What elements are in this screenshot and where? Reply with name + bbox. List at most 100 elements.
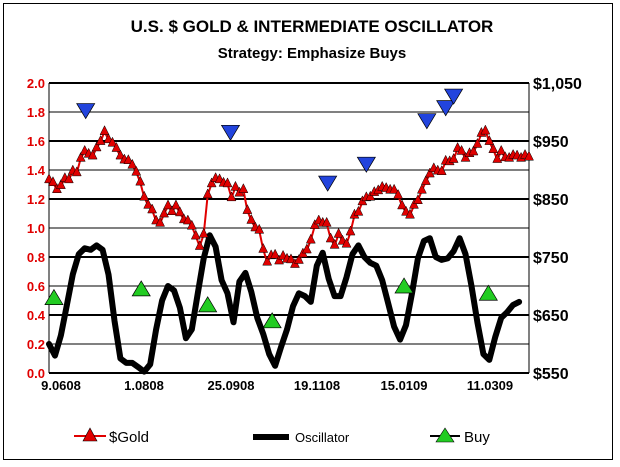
gold-point-marker <box>341 237 352 248</box>
gold-point-marker <box>75 151 86 162</box>
gold-point-marker <box>321 216 332 227</box>
legend-item-oscillator: Oscillator <box>253 430 350 445</box>
gold-point-marker <box>329 238 340 249</box>
gold-point-marker <box>353 205 364 216</box>
gold-point-marker <box>294 253 304 264</box>
right-tick-label: $1,050 <box>533 76 582 93</box>
right-tick-label: $950 <box>533 134 569 151</box>
legend-item-gold: $Gold <box>74 427 149 446</box>
gold-point-marker <box>87 149 98 160</box>
gold-point-marker <box>238 183 249 193</box>
gold-point-marker <box>397 199 407 210</box>
gold-point-marker <box>190 229 201 240</box>
x-tick-label: 1.0808 <box>124 378 164 393</box>
gold-point-marker <box>175 206 185 217</box>
chart-subtitle: Strategy: Emphasize Buys <box>218 45 406 62</box>
gold-point-marker <box>405 208 415 219</box>
gold-point-marker <box>301 243 312 254</box>
chart-title: U.S. $ GOLD & INTERMEDIATE OSCILLATOR <box>131 17 494 36</box>
gold-point-marker <box>159 207 169 218</box>
buy-signal-marker <box>394 277 414 294</box>
gold-point-marker <box>182 214 193 225</box>
legend: $Gold Oscillator Buy <box>74 427 490 446</box>
gold-point-marker <box>472 137 483 148</box>
gold-point-marker <box>480 124 491 135</box>
gold-point-marker <box>143 198 154 209</box>
left-tick-label: 1.4 <box>27 163 46 178</box>
gold-point-marker <box>91 141 102 152</box>
sell-signal-marker <box>417 113 437 130</box>
gold-point-marker <box>171 199 181 210</box>
gold-point-marker <box>95 135 106 145</box>
left-tick-label: 1.2 <box>27 192 45 207</box>
gold-point-marker <box>206 177 217 188</box>
left-axis-ticks: 0.0 0.2 0.4 0.6 0.8 1.0 1.2 1.4 1.6 1.8 2.0 <box>27 76 46 381</box>
right-tick-label: $650 <box>533 308 569 325</box>
left-tick-label: 1.8 <box>27 105 45 120</box>
x-axis-ticks: 9.0608 1.0808 25.0908 19.1108 15.0109 11.0309 <box>41 378 513 393</box>
right-tick-label: $750 <box>533 250 569 267</box>
gold-point-marker <box>496 144 507 155</box>
legend-oscillator-label: Oscillator <box>295 430 350 445</box>
x-tick-label: 25.0908 <box>208 378 255 393</box>
gold-point-marker <box>115 149 126 160</box>
gold-point-marker <box>202 188 213 199</box>
gold-point-marker <box>147 203 158 214</box>
gold-point-marker <box>456 144 467 155</box>
gold-point-marker <box>325 232 336 243</box>
x-tick-label: 9.0608 <box>41 378 81 393</box>
gold-point-marker <box>186 219 197 230</box>
gold-point-marker <box>163 199 173 210</box>
gold-point-marker <box>139 190 150 201</box>
buy-signal-marker <box>44 288 64 305</box>
gold-point-marker <box>333 227 344 238</box>
gold-point-marker <box>198 227 209 238</box>
left-tick-label: 0.6 <box>27 279 45 294</box>
legend-gold-label: $Gold <box>109 429 149 446</box>
left-tick-label: 0.2 <box>27 337 45 352</box>
gold-point-marker <box>63 173 74 184</box>
gold-point-marker <box>448 153 459 163</box>
sell-signal-marker <box>436 100 456 117</box>
left-tick-label: 0.0 <box>27 366 45 381</box>
gold-point-marker <box>222 177 233 188</box>
gold-point-marker <box>127 158 138 169</box>
buy-signal-marker <box>198 296 218 313</box>
gold-point-marker <box>111 141 122 152</box>
chart-frame: U.S. $ GOLD & INTERMEDIATE OSCILLATOR St… <box>3 3 613 460</box>
right-tick-label: $550 <box>533 366 569 383</box>
x-tick-label: 15.0109 <box>381 378 428 393</box>
gold-point-marker <box>420 175 431 185</box>
legend-buy-label: Buy <box>464 429 490 446</box>
gold-point-marker <box>155 216 165 227</box>
gold-point-marker <box>492 153 503 163</box>
gold-point-marker <box>270 248 281 259</box>
gold-point-marker <box>254 223 265 234</box>
left-tick-label: 2.0 <box>27 76 45 91</box>
gold-point-marker <box>123 154 134 164</box>
x-tick-label: 11.0309 <box>467 378 513 393</box>
gold-point-marker <box>416 183 427 194</box>
gold-point-marker <box>393 188 403 199</box>
gold-point-marker <box>305 233 316 244</box>
left-tick-label: 1.0 <box>27 221 45 236</box>
gold-series <box>44 124 534 268</box>
gold-point-marker <box>262 255 273 266</box>
gold-point-marker <box>389 183 400 194</box>
gold-point-marker <box>167 205 177 216</box>
chart-canvas: U.S. $ GOLD & INTERMEDIATE OSCILLATOR St… <box>27 17 582 446</box>
gold-point-marker <box>524 150 534 161</box>
gold-point-marker <box>484 135 495 145</box>
gold-point-marker <box>226 191 237 202</box>
gold-point-marker <box>107 136 118 147</box>
buy-signal-marker <box>478 284 498 301</box>
sell-signal-marker <box>318 175 338 192</box>
gold-point-marker <box>246 213 257 224</box>
gold-point-marker <box>71 166 82 177</box>
sell-signal-marker <box>356 156 376 173</box>
gold-point-marker <box>286 253 296 264</box>
legend-buy-triangle-icon <box>435 427 455 443</box>
oscillator-series <box>46 232 523 375</box>
gold-point-marker <box>468 145 479 156</box>
left-tick-label: 0.4 <box>27 308 46 323</box>
